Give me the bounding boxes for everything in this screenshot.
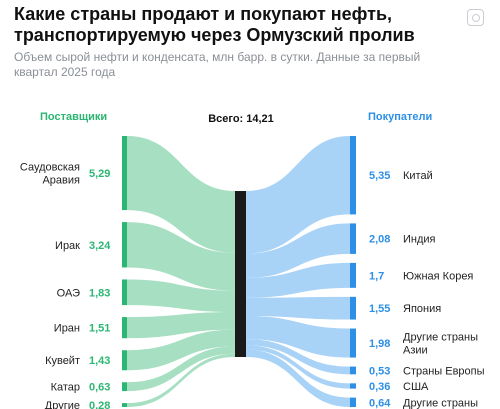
supplier-value-оаэ: 1,83 [89, 287, 110, 299]
supplier-value-иран: 1,51 [89, 323, 110, 335]
supplier-name-саудовская: Саудовская Аравия [20, 162, 80, 187]
buyer-value-индия: 2,08 [369, 234, 390, 246]
buyer-value-китай: 5,35 [369, 170, 390, 182]
buyer-value-другие-страны: 0,64 [369, 397, 391, 409]
nodes-layer [122, 136, 356, 407]
flow-катар [127, 346, 235, 392]
buyer-value-другие-страны: 1,98 [369, 338, 390, 350]
supplier-name-иран: Иран [54, 323, 80, 335]
buyers-header: Покупатели [368, 111, 432, 123]
chart-subtitle: Объем сырой нефти и конденсата, млн барр… [14, 50, 421, 79]
supplier-value-ирак: 3,24 [89, 240, 111, 252]
supplier-bar-кувейт [122, 350, 127, 371]
center-bar [235, 191, 246, 357]
logo-icon [467, 9, 484, 26]
buyer-name-страны-европы: Страны Европы [403, 365, 485, 377]
buyer-value-страны-европы: 0,53 [369, 365, 390, 377]
supplier-bar-ирак [122, 222, 127, 268]
buyer-bar-страны-европы [350, 366, 356, 375]
buyer-value-южная-корея: 1,7 [369, 270, 384, 282]
flow-страны-европы [246, 339, 350, 375]
buyer-bar-индия [350, 223, 356, 254]
flows-layer [127, 136, 350, 407]
buyer-bar-другие-страны [350, 397, 356, 407]
flow-саудовская [127, 136, 235, 253]
total-label: Всего: 14,21 [208, 113, 274, 125]
supplier-bar-оаэ [122, 279, 127, 306]
supplier-bar-катар [122, 382, 127, 392]
flow-иран [127, 312, 235, 339]
buyer-bar-сша [350, 383, 356, 389]
supplier-value-саудовская: 5,29 [89, 168, 110, 180]
buyer-bar-южная-корея [350, 262, 356, 288]
supplier-bar-иран [122, 317, 127, 339]
suppliers-header: Поставщики [40, 111, 107, 123]
flow-другие-страны [246, 349, 350, 407]
buyer-name-япония: Япония [403, 303, 441, 315]
supplier-name-другие: Другие [45, 400, 80, 409]
flow-другие [127, 353, 235, 407]
supplier-bar-саудовская [122, 136, 127, 211]
supplier-name-ирак: Ирак [55, 240, 80, 252]
buyer-name-индия: Индия [403, 234, 436, 246]
flow-ирак [127, 222, 235, 291]
flow-сша [246, 345, 350, 389]
buyer-name-южная-корея: Южная Корея [403, 270, 473, 282]
buyer-bar-другие-страны [350, 328, 356, 358]
supplier-value-катар: 0,63 [89, 382, 110, 394]
supplier-name-оаэ: ОАЭ [57, 287, 80, 299]
flow-китай [246, 136, 350, 254]
supplier-bar-другие [122, 403, 127, 407]
chart-title: Какие страны продают и покупают нефть, т… [14, 4, 415, 45]
labels-layer: 5,29 Саудовская Аравия 3,24 Ирак 1,83 ОАЭ 1,51 И… [20, 162, 485, 409]
supplier-name-катар: Катар [51, 382, 80, 394]
buyer-name-сша: США [403, 381, 429, 393]
buyer-bar-китай [350, 136, 356, 215]
flow-индия [246, 223, 350, 278]
buyer-name-другие-страны: Другие страны [403, 397, 478, 409]
supplier-name-кувейт: Кувейт [45, 355, 80, 367]
flow-япония [246, 296, 350, 320]
flow-южная-корея [246, 262, 350, 298]
buyer-name-другие-страны: Другие страны Азии [403, 332, 478, 357]
buyer-name-китай: Китай [403, 170, 433, 182]
supplier-value-кувейт: 1,43 [89, 355, 110, 367]
buyer-bar-япония [350, 296, 356, 320]
flow-оаэ [127, 279, 235, 313]
flow-другие-страны [246, 315, 350, 358]
buyer-value-япония: 1,55 [369, 303, 390, 315]
buyer-value-сша: 0,36 [369, 381, 390, 393]
flow-кувейт [127, 329, 235, 371]
supplier-value-другие: 0,28 [89, 400, 110, 409]
